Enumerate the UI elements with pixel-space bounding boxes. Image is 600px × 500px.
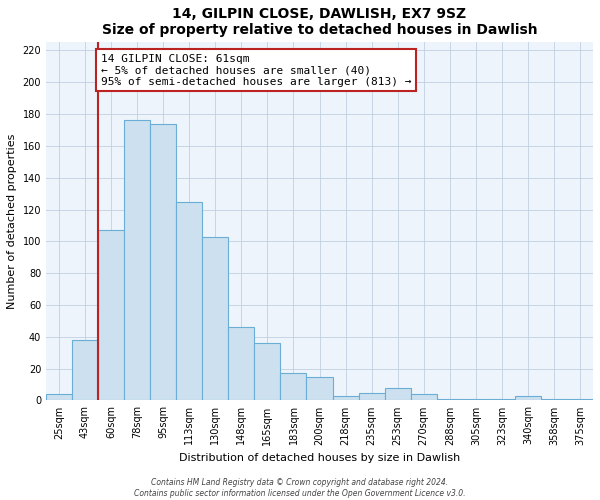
Bar bbox=[332, 396, 359, 400]
Bar bbox=[437, 399, 463, 400]
Bar bbox=[150, 124, 176, 400]
Bar bbox=[254, 343, 280, 400]
Bar bbox=[541, 399, 567, 400]
Title: 14, GILPIN CLOSE, DAWLISH, EX7 9SZ
Size of property relative to detached houses : 14, GILPIN CLOSE, DAWLISH, EX7 9SZ Size … bbox=[102, 7, 538, 37]
Bar bbox=[280, 374, 307, 400]
Bar bbox=[176, 202, 202, 400]
Bar bbox=[72, 340, 98, 400]
Bar bbox=[489, 399, 515, 400]
X-axis label: Distribution of detached houses by size in Dawlish: Distribution of detached houses by size … bbox=[179, 453, 460, 463]
Bar bbox=[410, 394, 437, 400]
Text: 14 GILPIN CLOSE: 61sqm
← 5% of detached houses are smaller (40)
95% of semi-deta: 14 GILPIN CLOSE: 61sqm ← 5% of detached … bbox=[101, 54, 411, 87]
Bar bbox=[385, 388, 410, 400]
Bar bbox=[567, 399, 593, 400]
Y-axis label: Number of detached properties: Number of detached properties bbox=[7, 134, 17, 309]
Bar bbox=[307, 376, 332, 400]
Bar bbox=[515, 396, 541, 400]
Bar bbox=[229, 328, 254, 400]
Bar bbox=[124, 120, 150, 400]
Bar bbox=[98, 230, 124, 400]
Bar bbox=[202, 236, 229, 400]
Bar bbox=[463, 399, 489, 400]
Bar bbox=[46, 394, 72, 400]
Bar bbox=[359, 392, 385, 400]
Text: Contains HM Land Registry data © Crown copyright and database right 2024.
Contai: Contains HM Land Registry data © Crown c… bbox=[134, 478, 466, 498]
